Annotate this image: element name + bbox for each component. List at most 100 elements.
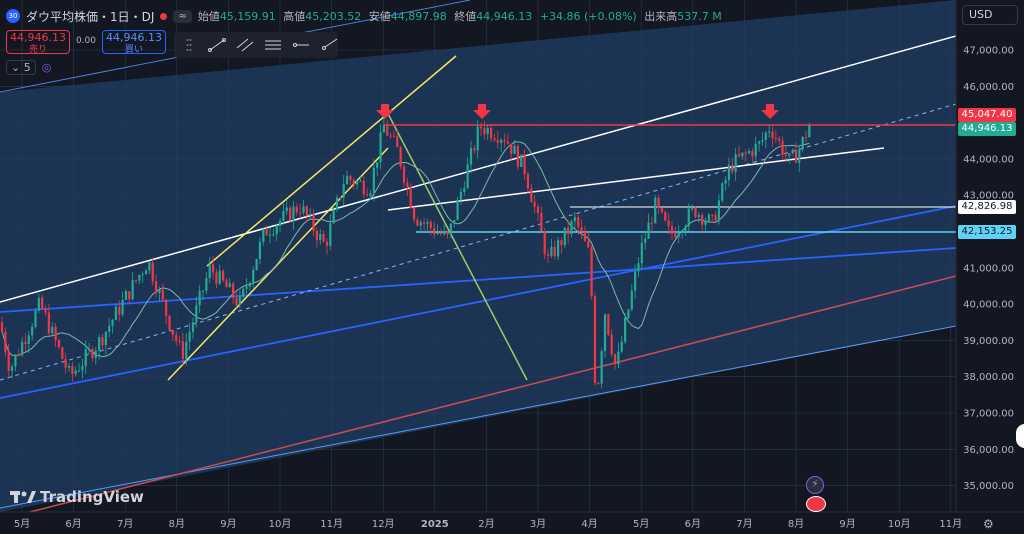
white-trend-upper (0, 35, 956, 303)
candle-body (466, 164, 469, 189)
indicator-settings-icon[interactable]: ◎ (41, 61, 52, 74)
candle-body (778, 138, 781, 141)
candle-body (593, 296, 597, 384)
low-value: 44,897.98 (390, 10, 447, 23)
candle-body (587, 241, 590, 248)
compare-toggle[interactable]: ≈ (173, 9, 192, 23)
horizontal-lines-tool-icon[interactable] (264, 37, 282, 53)
candle-body (44, 308, 47, 313)
candle-body (603, 314, 607, 352)
price-tick-label: 47,000.00 (963, 46, 1014, 57)
candle-body (647, 222, 650, 239)
candle-body (610, 334, 613, 355)
candle-body (396, 136, 399, 148)
candle-body (352, 180, 355, 185)
currency-select[interactable]: USD (962, 5, 1018, 25)
price-tick-label: 38,000.00 (963, 372, 1014, 383)
candle-body (27, 335, 30, 344)
candle-body (412, 207, 416, 220)
candle-body (188, 332, 191, 342)
candle-body (580, 227, 583, 232)
candle-body (771, 131, 774, 139)
candle-body (61, 347, 64, 359)
moving-average-line (1, 141, 810, 358)
price-tick-label: 46,000.00 (963, 82, 1014, 93)
candle-body (322, 234, 325, 242)
candle-body (721, 183, 724, 201)
candle-body (275, 225, 278, 234)
candle-body (627, 309, 630, 318)
price-label-resistance: 45,047.40 (958, 108, 1016, 122)
candle-body (516, 146, 519, 167)
candle-body (57, 339, 61, 348)
candle-body (191, 322, 195, 333)
candle-body (744, 152, 747, 154)
candle-body (376, 162, 379, 168)
spread-value: 0.00 (75, 36, 97, 46)
candle-body (31, 326, 34, 336)
candle-body (195, 305, 198, 323)
candle-body (476, 126, 479, 151)
us-flag-event-icon[interactable] (806, 496, 826, 512)
candle-body (242, 288, 245, 297)
indicator-toggle[interactable]: ⌄ 5 ◎ (6, 60, 51, 75)
candle-body (426, 222, 429, 224)
down-arrow-markers (376, 104, 779, 119)
buy-button[interactable]: 44,946.13 買い (102, 30, 166, 55)
candle-body (734, 154, 737, 172)
candle-body (526, 174, 530, 189)
candle-body (81, 365, 84, 371)
time-tick-label: 6月 (65, 518, 81, 530)
lightning-event-icon[interactable]: ⚡ (806, 476, 824, 494)
candle-body (94, 350, 97, 359)
candle-body (232, 283, 235, 298)
close-value: 44,946.13 (476, 10, 533, 23)
candle-body (701, 214, 704, 225)
settings-gear-icon[interactable]: ⚙ (983, 517, 994, 531)
candle-body (128, 291, 131, 300)
candle-body (406, 182, 409, 187)
time-tick-label: 6月 (685, 518, 701, 530)
candle-body (794, 150, 798, 163)
candle-body (198, 291, 201, 306)
sell-button[interactable]: 44,946.13 売り (6, 30, 70, 55)
candle-body (41, 297, 44, 309)
candle-body (697, 214, 700, 217)
candle-body (118, 306, 121, 315)
candle-body (289, 207, 292, 221)
candle-body (557, 240, 560, 257)
yellow-channel-lower (167, 147, 389, 381)
buy-price: 44,946.13 (106, 31, 162, 44)
candle-body (560, 240, 563, 246)
candle-body (570, 221, 573, 235)
indicator-count[interactable]: ⌄ 5 (6, 60, 36, 75)
candle-body (389, 135, 392, 137)
candle-body (506, 141, 509, 144)
horizontal-ray-tool-icon[interactable] (292, 37, 310, 53)
candle-body (77, 370, 81, 372)
candle-body (64, 358, 67, 368)
tradingview-logo: TradingView (10, 488, 144, 506)
symbol-title[interactable]: ダウ平均株価・1日・DJ (26, 9, 155, 24)
channel-tool-icon[interactable] (236, 37, 254, 53)
low-label: 安値 (368, 10, 391, 23)
candle-body (312, 214, 315, 231)
candle-body (292, 206, 295, 221)
green-drop-line (383, 105, 528, 381)
trend-line-tool-icon[interactable] (208, 37, 226, 53)
candle-body (98, 337, 101, 351)
candle-body (362, 180, 365, 195)
candle-body (235, 297, 238, 305)
drag-handle-icon[interactable] (180, 37, 198, 53)
candle-body (144, 270, 148, 275)
candle-body (359, 180, 362, 182)
candle-body (691, 207, 694, 209)
candle-body (21, 341, 24, 356)
candle-body (613, 354, 617, 365)
channel-fill (0, 0, 956, 512)
candle-body (429, 222, 432, 229)
time-tick-label: 12月 (372, 518, 395, 530)
scroll-handle[interactable] (1016, 424, 1024, 448)
ray-tool-icon[interactable] (320, 37, 338, 53)
